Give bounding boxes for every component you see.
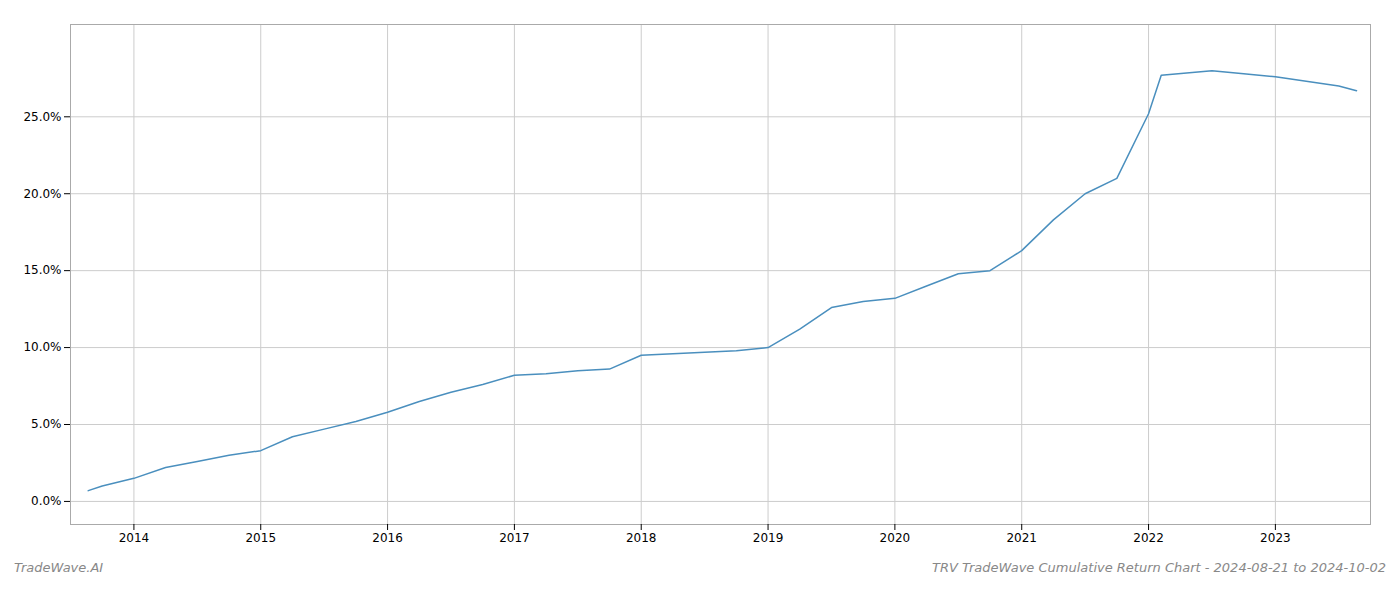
svg-text:5.0%: 5.0% (31, 417, 62, 431)
svg-text:10.0%: 10.0% (23, 340, 61, 354)
html-text:TradeWave.AI: TradeWave.AI (14, 560, 104, 575)
svg-text:15.0%: 15.0% (23, 263, 61, 277)
svg-text:25.0%: 25.0% (23, 110, 61, 124)
svg-text:2018: 2018 (626, 531, 657, 545)
svg-text:20.0%: 20.0% (23, 187, 61, 201)
svg-text:2023: 2023 (1260, 531, 1291, 545)
svg-text:2021: 2021 (1006, 531, 1037, 545)
svg-text:2014: 2014 (119, 531, 150, 545)
svg-text:0.0%: 0.0% (31, 494, 62, 508)
svg-text:2016: 2016 (372, 531, 403, 545)
html-text:TRV TradeWave Cumulative Retur: TRV TradeWave Cumulative Return Chart - … (932, 560, 1386, 575)
svg-text:2017: 2017 (499, 531, 530, 545)
svg-text:2019: 2019 (753, 531, 784, 545)
svg-text:2020: 2020 (880, 531, 911, 545)
svg-text:2022: 2022 (1133, 531, 1164, 545)
svg-text:2015: 2015 (245, 531, 276, 545)
